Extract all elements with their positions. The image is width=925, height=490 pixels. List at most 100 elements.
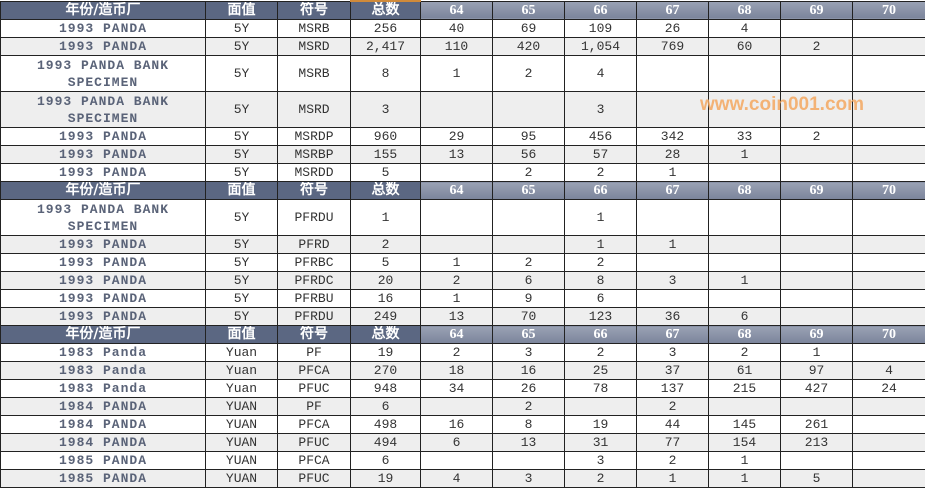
column-header-total: 总数 <box>350 181 421 200</box>
cell-denomination: 5Y <box>205 19 278 38</box>
cell-grade-70 <box>852 145 925 164</box>
cell-grade-70: 24 <box>852 379 925 398</box>
cell-symbol: MSRBP <box>277 145 351 164</box>
cell-grade-68 <box>708 289 781 308</box>
cell-grade-67 <box>636 253 709 272</box>
cell-grade-64: 13 <box>420 307 493 326</box>
cell-symbol: PFCA <box>277 415 351 434</box>
cell-grade-65: 6 <box>492 271 565 290</box>
cell-symbol: MSRB <box>277 55 351 92</box>
cell-grade-65: 16 <box>492 361 565 380</box>
cell-grade-67: 37 <box>636 361 709 380</box>
column-header-grade-65: 65 <box>492 0 565 20</box>
cell-grade-70: 4 <box>852 361 925 380</box>
table-row: 1993 PANDA 5Y PFRBU 16 1 9 6 <box>0 289 925 308</box>
cell-grade-68 <box>708 235 781 254</box>
column-header-grade-70: 70 <box>852 0 925 20</box>
cell-grade-70 <box>852 199 925 236</box>
cell-grade-70 <box>852 37 925 56</box>
column-header-grade-65: 65 <box>492 181 565 200</box>
cell-grade-65 <box>492 91 565 128</box>
cell-year-mint: 1993 PANDA <box>0 163 206 182</box>
cell-symbol: PFRBC <box>277 253 351 272</box>
column-header-grade-65: 65 <box>492 325 565 344</box>
table-row: 1984 PANDA YUAN PF 6 2 2 <box>0 397 925 416</box>
cell-grade-66: 25 <box>564 361 637 380</box>
cell-total: 3 <box>350 91 421 128</box>
cell-grade-65 <box>492 451 565 470</box>
column-header-grade-69: 69 <box>780 181 853 200</box>
cell-grade-65: 8 <box>492 415 565 434</box>
cell-grade-67 <box>636 199 709 236</box>
cell-denomination: 5Y <box>205 307 278 326</box>
cell-grade-65: 70 <box>492 307 565 326</box>
cell-symbol: PFRDC <box>277 271 351 290</box>
cell-year-mint: 1993 PANDA <box>0 253 206 272</box>
cell-grade-70 <box>852 235 925 254</box>
cell-denomination: 5Y <box>205 55 278 92</box>
cell-denomination: 5Y <box>205 145 278 164</box>
cell-grade-64 <box>420 397 493 416</box>
watermark: www.coin001.com <box>700 94 865 115</box>
cell-grade-70 <box>852 163 925 182</box>
cell-grade-67: 1 <box>636 469 709 488</box>
table-row: 1993 PANDA 5Y PFRDU 249 13 70 123 36 6 <box>0 307 925 326</box>
column-header-symbol: 符号 <box>277 325 351 344</box>
cell-total: 19 <box>350 469 421 488</box>
cell-denomination: 5Y <box>205 91 278 128</box>
cell-grade-65: 3 <box>492 343 565 362</box>
cell-total: 256 <box>350 19 421 38</box>
cell-year-mint: 1993 PANDA <box>0 235 206 254</box>
cell-year-mint: 1993 PANDA <box>0 307 206 326</box>
column-header-denomination: 面值 <box>205 0 278 20</box>
cell-total: 2,417 <box>350 37 421 56</box>
cell-grade-69 <box>780 163 853 182</box>
cell-grade-69 <box>780 271 853 290</box>
cell-grade-66: 1,054 <box>564 37 637 56</box>
header-row: 年份/造币厂 面值 符号 总数 64 65 66 67 68 69 70 <box>0 0 925 20</box>
cell-grade-65 <box>492 199 565 236</box>
cell-denomination: 5Y <box>205 163 278 182</box>
cell-grade-70 <box>852 451 925 470</box>
column-header-total: 总数 <box>350 0 421 20</box>
cell-symbol: MSRDD <box>277 163 351 182</box>
cell-grade-70 <box>852 19 925 38</box>
cell-grade-68: 33 <box>708 127 781 146</box>
cell-grade-69 <box>780 451 853 470</box>
cell-grade-66: 19 <box>564 415 637 434</box>
cell-total: 8 <box>350 55 421 92</box>
cell-grade-64 <box>420 235 493 254</box>
cell-grade-67: 28 <box>636 145 709 164</box>
cell-grade-65 <box>492 235 565 254</box>
table-row: 1983 Panda Yuan PFCA 270 18 16 25 37 61 97 4 <box>0 361 925 380</box>
cell-symbol: PFRD <box>277 235 351 254</box>
cell-grade-64: 6 <box>420 433 493 452</box>
cell-grade-66: 78 <box>564 379 637 398</box>
header-row: 年份/造币厂 面值 符号 总数 64 65 66 67 68 69 70 <box>0 325 925 344</box>
column-header-denomination: 面值 <box>205 181 278 200</box>
cell-symbol: PFCA <box>277 361 351 380</box>
column-header-symbol: 符号 <box>277 181 351 200</box>
cell-year-mint: 1993 PANDA <box>0 19 206 38</box>
cell-grade-69 <box>780 235 853 254</box>
cell-grade-66: 109 <box>564 19 637 38</box>
cell-total: 6 <box>350 397 421 416</box>
cell-year-mint: 1993 PANDA <box>0 127 206 146</box>
cell-grade-70 <box>852 127 925 146</box>
cell-grade-67: 3 <box>636 271 709 290</box>
cell-denomination: YUAN <box>205 469 278 488</box>
cell-year-mint: 1983 Panda <box>0 379 206 398</box>
cell-grade-64: 2 <box>420 343 493 362</box>
cell-symbol: MSRD <box>277 37 351 56</box>
cell-grade-69 <box>780 19 853 38</box>
cell-total: 1 <box>350 199 421 236</box>
cell-grade-65: 2 <box>492 163 565 182</box>
cell-total: 960 <box>350 127 421 146</box>
cell-grade-69 <box>780 397 853 416</box>
cell-denomination: 5Y <box>205 127 278 146</box>
cell-total: 948 <box>350 379 421 398</box>
cell-grade-68 <box>708 397 781 416</box>
cell-grade-70 <box>852 307 925 326</box>
cell-symbol: PFRDU <box>277 307 351 326</box>
cell-total: 498 <box>350 415 421 434</box>
